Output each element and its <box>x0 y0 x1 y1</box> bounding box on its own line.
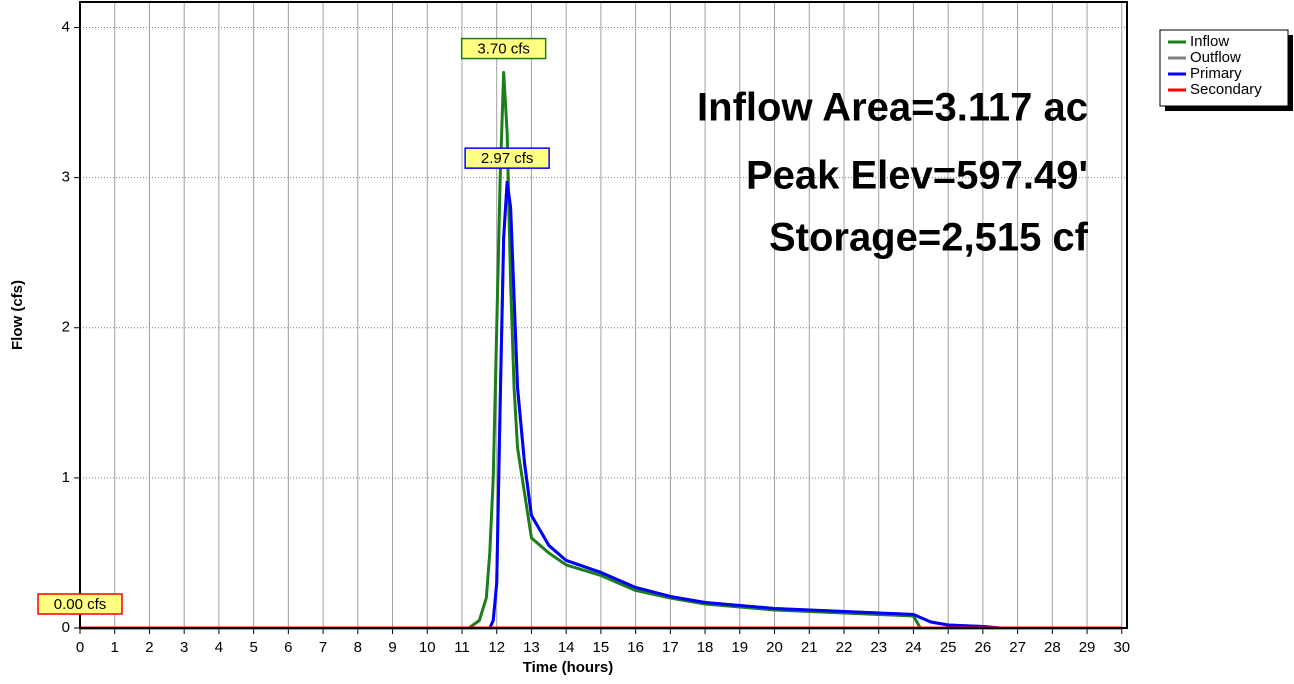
annotation-box <box>460 37 547 60</box>
legend-label: Outflow <box>1190 49 1241 66</box>
x-tick-label: 25 <box>940 639 957 656</box>
y-axis-label: Flow (cfs) <box>9 280 26 350</box>
info-text: Storage=2,515 cf <box>769 216 1089 260</box>
x-tick-label: 7 <box>319 639 327 656</box>
x-tick-label: 28 <box>1044 639 1061 656</box>
plot-area <box>80 2 1127 628</box>
x-tick-label: 15 <box>593 639 610 656</box>
x-tick-label: 18 <box>697 639 714 656</box>
x-tick-label: 20 <box>766 639 783 656</box>
x-tick-label: 6 <box>284 639 292 656</box>
x-tick-label: 30 <box>1113 639 1130 656</box>
info-text: Inflow Area=3.117 ac <box>697 86 1088 130</box>
y-tick-label: 1 <box>62 469 70 486</box>
annotation-label: 2.97 cfs <box>481 150 534 167</box>
x-axis-label: Time (hours) <box>523 659 614 676</box>
x-tick-label: 11 <box>454 639 470 656</box>
legend-label: Inflow <box>1190 33 1229 50</box>
legend-label: Secondary <box>1190 81 1262 98</box>
x-tick-label: 12 <box>488 639 505 656</box>
x-tick-label: 16 <box>627 639 644 656</box>
x-tick-label: 26 <box>975 639 992 656</box>
x-tick-label: 27 <box>1009 639 1026 656</box>
x-tick-label: 0 <box>76 639 84 656</box>
annotation-label: 3.70 cfs <box>477 41 530 58</box>
x-tick-label: 24 <box>905 639 922 656</box>
y-tick-label: 0 <box>62 619 70 636</box>
x-tick-label: 17 <box>662 639 679 656</box>
x-tick-label: 4 <box>215 639 223 656</box>
x-tick-label: 23 <box>870 639 887 656</box>
info-text: Peak Elev=597.49' <box>746 154 1088 198</box>
x-tick-label: 2 <box>145 639 153 656</box>
plot-frame <box>79 1 1128 629</box>
x-tick-label: 13 <box>523 639 540 656</box>
annotation-label: 0.00 cfs <box>54 596 107 613</box>
x-tick-label: 21 <box>801 639 818 656</box>
annotation-box <box>464 147 550 169</box>
y-tick-label: 2 <box>62 319 70 336</box>
x-tick-label: 5 <box>249 639 257 656</box>
series-line <box>80 180 1122 630</box>
x-tick-label: 29 <box>1079 639 1096 656</box>
x-tick-label: 10 <box>419 639 436 656</box>
x-tick-label: 8 <box>354 639 362 656</box>
legend-label: Primary <box>1190 65 1242 82</box>
x-tick-label: 22 <box>836 639 853 656</box>
y-tick-label: 3 <box>62 169 70 186</box>
x-tick-label: 14 <box>558 639 575 656</box>
x-tick-label: 1 <box>111 639 119 656</box>
x-tick-label: 19 <box>731 639 748 656</box>
annotation-box <box>37 593 123 615</box>
y-tick-label: 4 <box>62 18 70 35</box>
x-tick-label: 9 <box>388 639 396 656</box>
x-tick-label: 3 <box>180 639 188 656</box>
